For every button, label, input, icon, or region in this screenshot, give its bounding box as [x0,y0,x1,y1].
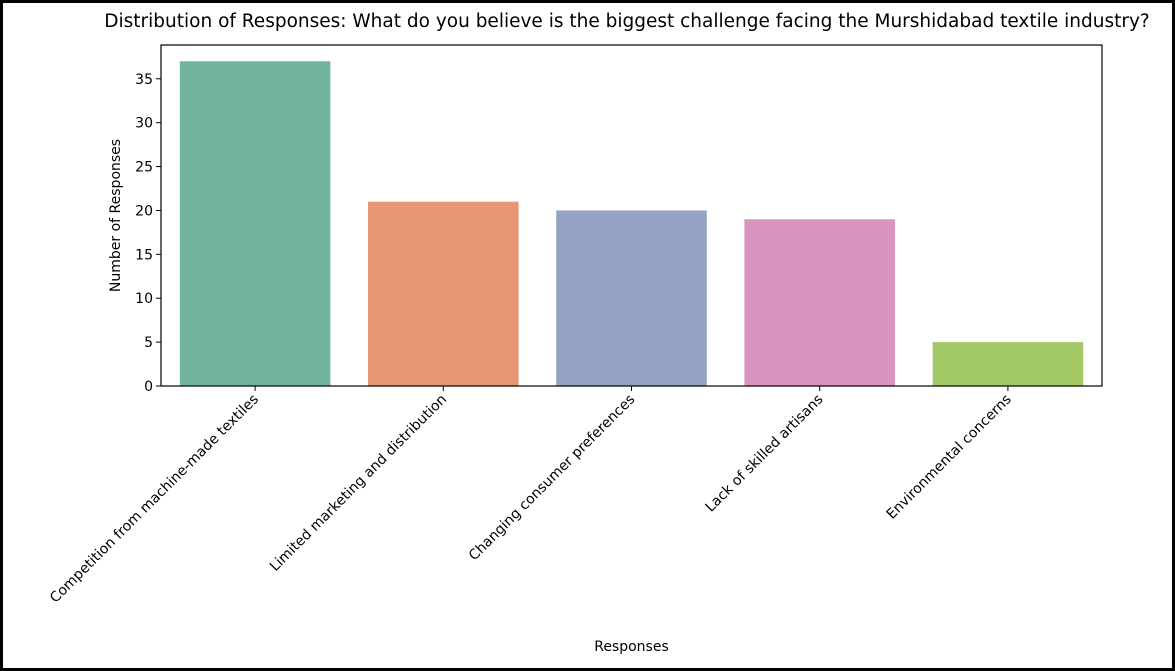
bar [368,201,519,386]
x-tick-label: Limited marketing and distribution [267,392,450,575]
y-axis: 0 5 10 15 20 25 30 35 [135,72,161,395]
x-tick-label: Changing consumer preferences [466,392,638,564]
y-tick-label: 5 [144,335,153,351]
bar [744,219,895,386]
x-tick-label: Environmental concerns [884,392,1015,523]
bar [556,210,707,386]
plot-frame [160,44,1103,387]
y-tick-label: 10 [135,291,153,307]
x-axis-label: Responses [594,639,669,655]
y-tick-label: 20 [135,203,153,219]
x-tick-label: Lack of skilled artisans [703,392,827,516]
y-tick-label: 0 [144,379,153,395]
bar [932,342,1084,386]
y-tick-label: 25 [135,160,153,176]
y-tick-label: 30 [135,116,153,132]
y-tick-label: 15 [135,247,153,263]
bars-group [179,61,1084,386]
bar-chart: Distribution of Responses: What do you b… [47,11,1150,655]
y-tick-label: 35 [135,72,153,88]
x-axis: Competition from machine-made textiles Li… [47,386,1015,606]
x-tick-label: Competition from machine-made textiles [47,392,262,607]
y-axis-label: Number of Responses [108,139,124,292]
bar [179,61,331,386]
chart-title: Distribution of Responses: What do you b… [104,11,1149,32]
